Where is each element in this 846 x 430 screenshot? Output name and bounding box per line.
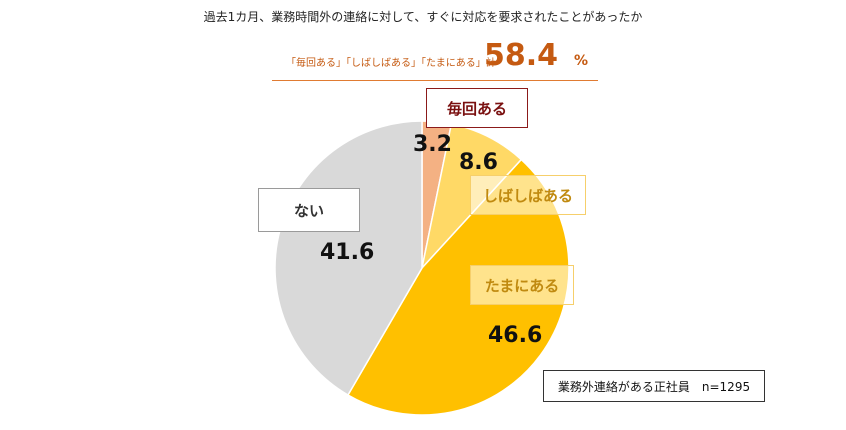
sample-note: 業務外連絡がある正社員 n=1295 [543,370,765,402]
slice-value-every-time: 3.2 [413,132,452,157]
slice-label-often: しばしばある [470,175,586,215]
slice-value-never: 41.6 [320,240,375,265]
summary-value: 58.4 [484,38,559,73]
summary-unit: % [574,53,589,69]
summary-label: 「毎回ある」「しばしばある」「たまにある」計 [286,58,496,69]
slice-label-never: ない [258,188,360,232]
chart-title: 過去1カ月、業務時間外の連絡に対して、すぐに対応を要求されたことがあったか [203,10,643,24]
slice-label-sometimes: たまにある [470,265,574,305]
slice-value-sometimes: 46.6 [488,323,543,348]
slice-value-often: 8.6 [459,150,498,175]
slice-label-every-time: 毎回ある [426,88,528,128]
summary-banner: 「毎回ある」「しばしばある」「たまにある」計 58.4 % [272,38,598,81]
